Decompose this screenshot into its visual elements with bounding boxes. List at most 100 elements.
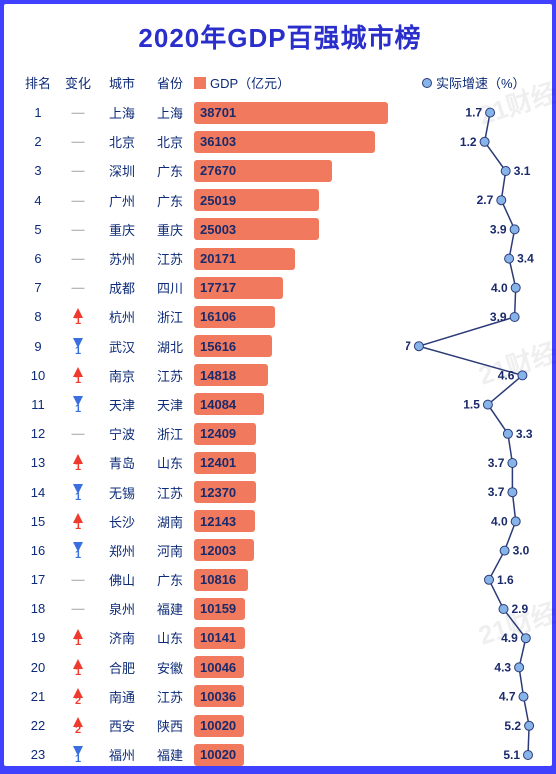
cell-gdp-bar: 27670 <box>194 160 422 182</box>
header-rank: 排名 <box>18 73 58 92</box>
cell-city: 南京 <box>98 366 146 385</box>
cell-province: 江苏 <box>146 483 194 502</box>
cell-rank: 23 <box>18 747 58 762</box>
cell-city: 长沙 <box>98 512 146 531</box>
cell-change: — <box>58 426 98 441</box>
cell-change: 1 <box>58 394 98 415</box>
cell-province: 北京 <box>146 132 194 151</box>
change-arrow-down-icon: 1 <box>73 746 83 765</box>
header-change: 变化 <box>58 73 98 92</box>
gdp-bar: 12143 <box>194 510 255 532</box>
cell-city: 上海 <box>98 103 146 122</box>
gdp-bar: 10020 <box>194 715 244 737</box>
gdp-bar: 10141 <box>194 627 245 649</box>
gdp-bar: 10046 <box>194 656 244 678</box>
cell-province: 福建 <box>146 599 194 618</box>
cell-province: 广东 <box>146 191 194 210</box>
cell-province: 河南 <box>146 541 194 560</box>
cell-change: 1 <box>58 744 98 765</box>
table-row: 131青岛山东12401 <box>18 448 542 477</box>
cell-city: 福州 <box>98 745 146 764</box>
cell-province: 江苏 <box>146 366 194 385</box>
table-row: 151长沙湖南12143 <box>18 507 542 536</box>
cell-rank: 17 <box>18 572 58 587</box>
cell-city: 南通 <box>98 687 146 706</box>
table-row: 1—上海上海38701 <box>18 98 542 127</box>
cell-gdp-bar: 14084 <box>194 393 422 415</box>
cell-change: — <box>58 601 98 616</box>
gdp-bar: 10816 <box>194 569 248 591</box>
cell-rank: 18 <box>18 601 58 616</box>
cell-city: 无锡 <box>98 483 146 502</box>
cell-rank: 5 <box>18 222 58 237</box>
cell-change: — <box>58 251 98 266</box>
table-row: 4—广州广东25019 <box>18 186 542 215</box>
cell-change: — <box>58 572 98 587</box>
cell-province: 广东 <box>146 570 194 589</box>
cell-gdp-bar: 12143 <box>194 510 422 532</box>
cell-rank: 22 <box>18 718 58 733</box>
cell-rank: 7 <box>18 280 58 295</box>
table-row: 17—佛山广东10816 <box>18 565 542 594</box>
gdp-bar: 12003 <box>194 539 254 561</box>
gdp-bar: 20171 <box>194 248 295 270</box>
cell-rank: 14 <box>18 485 58 500</box>
cell-city: 重庆 <box>98 220 146 239</box>
cell-province: 江苏 <box>146 249 194 268</box>
table-row: 7—成都四川17717 <box>18 273 542 302</box>
gdp-bar: 16106 <box>194 306 275 328</box>
table-row: 81杭州浙江16106 <box>18 302 542 331</box>
gdp-swatch <box>194 77 206 89</box>
table-row: 6—苏州江苏20171 <box>18 244 542 273</box>
cell-gdp-bar: 12370 <box>194 481 422 503</box>
cell-rank: 13 <box>18 455 58 470</box>
cell-change: — <box>58 134 98 149</box>
gdp-bar: 15616 <box>194 335 272 357</box>
gdp-bar: 12370 <box>194 481 256 503</box>
cell-rank: 3 <box>18 163 58 178</box>
chart-card: 21财经 21财经 21财经 2020年GDP百强城市榜 排名 变化 城市 省份… <box>4 4 552 766</box>
cell-rank: 4 <box>18 193 58 208</box>
cell-change: 2 <box>58 715 98 736</box>
cell-gdp-bar: 10036 <box>194 685 422 707</box>
cell-gdp-bar: 14818 <box>194 364 422 386</box>
gdp-bar: 38701 <box>194 102 388 124</box>
cell-city: 青岛 <box>98 453 146 472</box>
cell-province: 陕西 <box>146 716 194 735</box>
cell-gdp-bar: 12409 <box>194 423 422 445</box>
cell-gdp-bar: 12401 <box>194 452 422 474</box>
cell-gdp-bar: 10020 <box>194 715 422 737</box>
cell-city: 济南 <box>98 628 146 647</box>
gdp-bar: 36103 <box>194 131 375 153</box>
cell-rank: 21 <box>18 689 58 704</box>
table-row: 231福州福建10020 <box>18 740 542 769</box>
cell-city: 郑州 <box>98 541 146 560</box>
cell-rank: 16 <box>18 543 58 558</box>
cell-province: 广东 <box>146 161 194 180</box>
change-arrow-up-icon: 1 <box>73 454 83 473</box>
cell-change: 1 <box>58 336 98 357</box>
cell-change: 1 <box>58 627 98 648</box>
cell-change: 1 <box>58 540 98 561</box>
table-row: 161郑州河南12003 <box>18 536 542 565</box>
cell-city: 泉州 <box>98 599 146 618</box>
cell-province: 上海 <box>146 103 194 122</box>
cell-rank: 8 <box>18 309 58 324</box>
cell-change: 2 <box>58 686 98 707</box>
change-arrow-up-icon: 1 <box>73 367 83 386</box>
table-row: 18—泉州福建10159 <box>18 594 542 623</box>
gdp-bar: 10020 <box>194 744 244 766</box>
cell-city: 深圳 <box>98 161 146 180</box>
cell-gdp-bar: 12003 <box>194 539 422 561</box>
cell-city: 成都 <box>98 278 146 297</box>
header-gdp: GDP（亿元） <box>194 73 422 92</box>
table-row: 12—宁波浙江12409 <box>18 419 542 448</box>
gdp-bar: 12401 <box>194 452 256 474</box>
cell-city: 北京 <box>98 132 146 151</box>
cell-gdp-bar: 10159 <box>194 598 422 620</box>
cell-gdp-bar: 10046 <box>194 656 422 678</box>
table-row: 2—北京北京36103 <box>18 127 542 156</box>
cell-change: 1 <box>58 511 98 532</box>
cell-province: 安徽 <box>146 658 194 677</box>
cell-change: — <box>58 193 98 208</box>
